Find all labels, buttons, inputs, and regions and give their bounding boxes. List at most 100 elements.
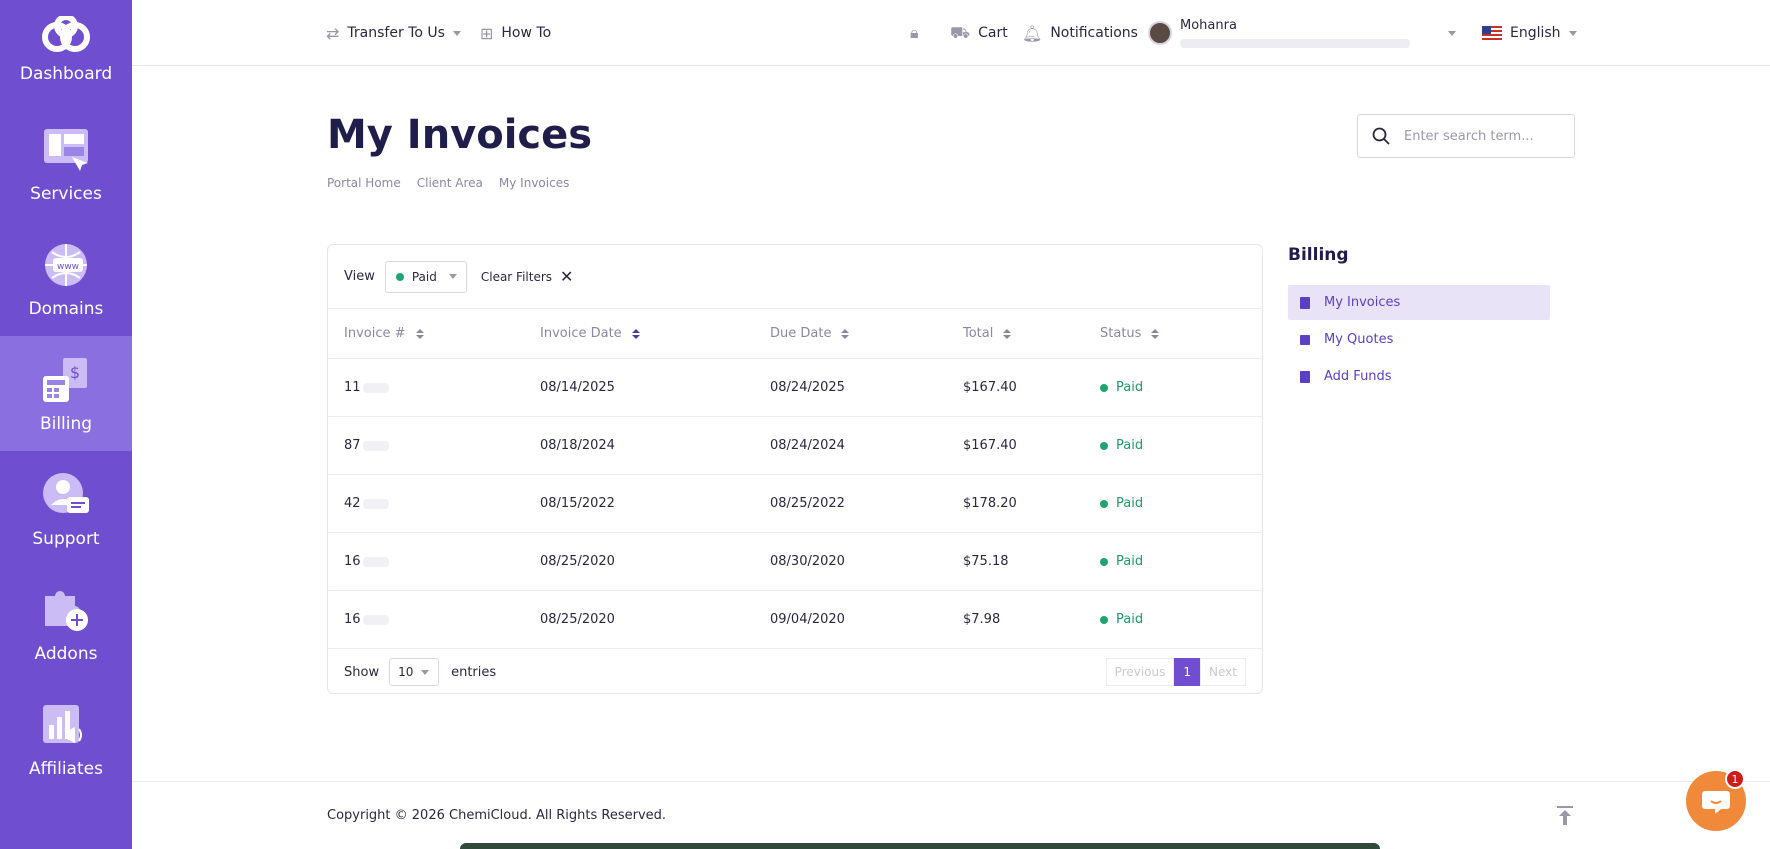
wallet-icon [1300,370,1310,383]
cart-icon: ⛟ [950,22,971,42]
table-row[interactable]: 87 08/18/2024 08/24/2024 $167.40 Paid [328,417,1262,475]
sort-icon [631,328,640,339]
invoice-date: 08/18/2024 [540,438,615,453]
redacted [362,556,389,567]
sidebar-item-services[interactable]: Services [0,106,132,221]
table-header: Invoice # Invoice Date Due Date Total St… [328,309,1262,359]
clear-filters-label: Clear Filters [480,269,553,284]
invoice-date: 08/25/2020 [540,612,615,627]
user-menu[interactable]: Mohanra [1148,14,1456,52]
billing-nav-add-funds[interactable]: Add Funds [1288,359,1550,394]
us-flag-icon [1482,26,1502,40]
billing-nav-my-quotes[interactable]: My Quotes [1288,322,1550,357]
total: $178.20 [963,496,1017,511]
clear-filters-button[interactable]: Clear Filters ✕ [481,267,574,286]
affiliates-icon [40,699,92,751]
howto-link[interactable]: ⊞ How To [480,22,551,44]
sidebar-item-label: Addons [34,643,98,664]
language-label: English [1510,25,1561,41]
back-to-top-icon[interactable] [1557,806,1573,826]
status-label: Paid [1116,554,1144,569]
status-badge: Paid [1100,591,1143,648]
sidebar: Dashboard Services www Domains $ Billing… [0,0,132,849]
status-label: Paid [1116,496,1144,511]
search-box [1357,114,1575,158]
invoice-date: 08/15/2022 [540,496,615,511]
col-label: Due Date [770,326,832,341]
show-label: Show [344,664,380,680]
breadcrumb-portal-home[interactable]: Portal Home [327,176,401,190]
transfer-menu[interactable]: ⇄ Transfer To Us [326,22,461,44]
status-label: Paid [1116,380,1144,395]
sidebar-item-support[interactable]: Support [0,451,132,566]
cart-label: Cart [978,25,1008,41]
chat-button[interactable] [1686,771,1746,831]
total: $167.40 [963,380,1017,395]
col-label: Total [963,326,994,341]
col-invoice-date[interactable]: Invoice Date [540,309,640,358]
footer-divider [132,781,1770,782]
col-due-date[interactable]: Due Date [770,309,850,358]
filter-bar: View Paid Clear Filters ✕ [328,245,1262,309]
table-row[interactable]: 42 08/15/2022 08/25/2022 $178.20 Paid [328,475,1262,533]
top-bar: ⇄ Transfer To Us ⊞ How To 🔒︎ ⛟ Cart 🔔︎ N… [132,0,1770,66]
sort-icon [1003,328,1012,339]
view-label: View [344,269,375,284]
page-1-button[interactable]: 1 [1174,658,1201,686]
copyright-text: Copyright © 2026 ChemiCloud. All Rights … [327,808,667,823]
billing-icon: $ [40,354,92,406]
table-row[interactable]: 11 08/14/2025 08/24/2025 $167.40 Paid [328,359,1262,417]
next-button[interactable]: Next [1200,658,1246,686]
page-title: My Invoices [327,112,593,158]
chevron-down-icon [1568,30,1577,36]
table-row[interactable]: 16 08/25/2020 09/04/2020 $7.98 Paid [328,591,1262,649]
due-date: 08/25/2022 [770,496,845,511]
lock-button[interactable]: 🔒︎ [910,22,927,44]
total: $167.40 [963,438,1017,453]
language-menu[interactable]: English [1482,22,1577,44]
sidebar-item-domains[interactable]: www Domains [0,221,132,336]
user-name: Mohanra [1180,18,1237,33]
notifications-label: Notifications [1050,25,1138,41]
transfer-label: Transfer To Us [347,25,445,41]
previous-button[interactable]: Previous [1105,658,1175,686]
chevron-down-icon [448,274,457,279]
due-date: 08/24/2025 [770,380,845,395]
redacted [362,498,389,509]
sidebar-item-affiliates[interactable]: Affiliates [0,681,132,796]
col-total[interactable]: Total [963,309,1012,358]
view-filter-value: Paid [411,269,437,284]
sidebar-item-billing[interactable]: $ Billing [0,336,132,451]
table-row[interactable]: 16 08/25/2020 08/30/2020 $75.18 Paid [328,533,1262,591]
breadcrumb-client-area[interactable]: Client Area [416,176,483,190]
entries-value: 10 [398,665,414,679]
user-email-redacted [1180,39,1410,48]
billing-nav-label: My Invoices [1324,295,1401,310]
chevron-down-icon [1448,30,1456,36]
table-footer: Show 10 entries Previous 1 Next [328,649,1262,695]
howto-label: How To [501,25,552,41]
billing-nav-label: My Quotes [1324,332,1394,347]
col-status[interactable]: Status [1100,309,1160,358]
invoice-number: 87 [344,438,361,453]
notifications-link[interactable]: 🔔︎ Notifications [1022,22,1138,44]
bottom-banner-edge [460,843,1380,849]
sidebar-dashboard[interactable]: Dashboard [0,0,132,106]
breadcrumb-current: My Invoices [498,176,570,190]
view-filter-select[interactable]: Paid [384,260,467,293]
chevron-down-icon [452,30,461,36]
billing-panel-title: Billing [1288,245,1349,265]
search-input[interactable] [1404,128,1564,144]
billing-nav-my-invoices[interactable]: My Invoices [1288,285,1550,320]
sidebar-dashboard-label: Dashboard [19,64,113,84]
entries-select[interactable]: 10 [389,658,440,686]
signpost-icon: ⊞ [480,23,494,43]
domains-icon: www [40,239,92,291]
cart-link[interactable]: ⛟ Cart [950,22,1008,44]
invoice-number: 16 [344,612,361,627]
status-badge: Paid [1100,417,1143,474]
status-badge: Paid [1100,475,1143,532]
svg-text:$: $ [70,363,80,382]
sidebar-item-addons[interactable]: Addons [0,566,132,681]
col-invoice-number[interactable]: Invoice # [344,309,424,358]
